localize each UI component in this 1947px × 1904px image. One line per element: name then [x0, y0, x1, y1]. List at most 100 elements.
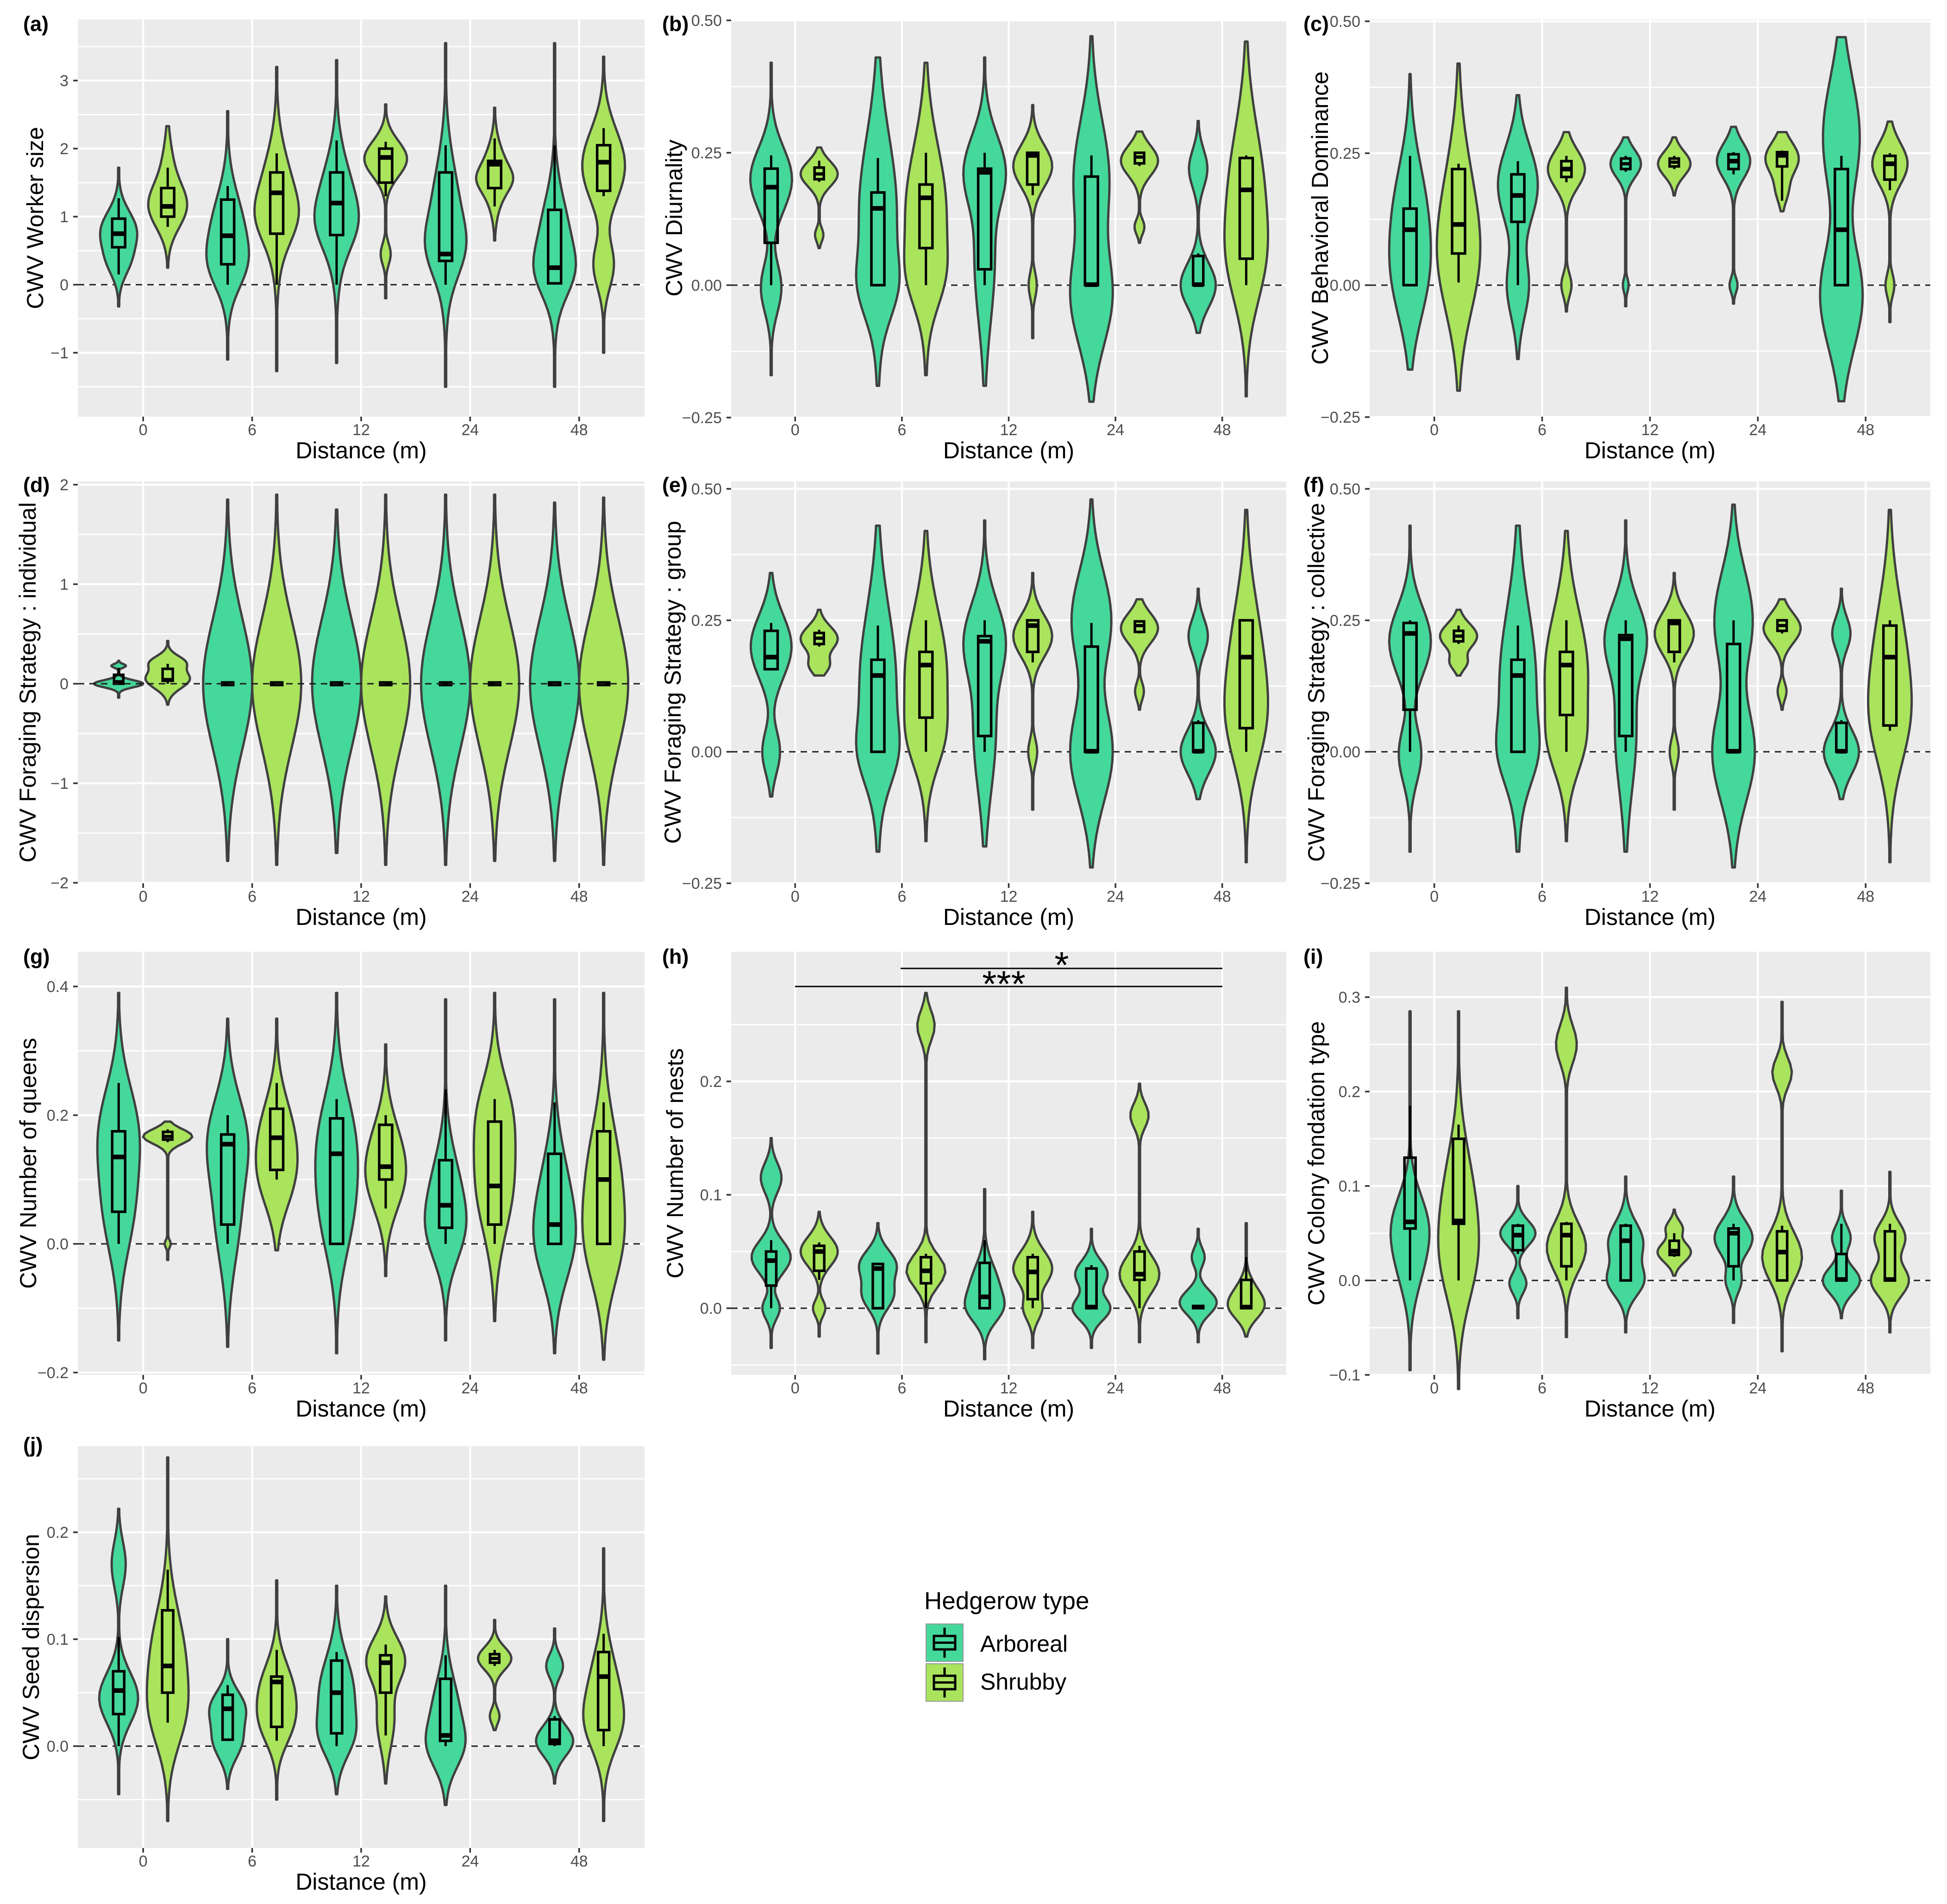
svg-text:(f): (f) [1303, 473, 1324, 497]
svg-text:1: 1 [60, 208, 69, 226]
svg-text:CWV Foraging Strategy : indivi: CWV Foraging Strategy : individual [15, 502, 41, 862]
svg-text:*: * [1054, 944, 1069, 986]
svg-text:Hedgerow type: Hedgerow type [924, 1587, 1089, 1615]
svg-text:0: 0 [60, 276, 69, 294]
svg-text:CWV Diurnality: CWV Diurnality [661, 140, 687, 297]
svg-text:Distance (m): Distance (m) [295, 904, 426, 930]
svg-text:0.2: 0.2 [47, 1524, 69, 1542]
svg-text:12: 12 [352, 1380, 370, 1397]
svg-text:12: 12 [1641, 888, 1659, 905]
svg-text:12: 12 [1641, 1380, 1659, 1397]
svg-text:−1: −1 [50, 344, 69, 362]
svg-text:6: 6 [897, 1380, 906, 1397]
svg-text:6: 6 [248, 888, 257, 905]
svg-text:Distance (m): Distance (m) [943, 437, 1074, 463]
svg-text:Distance (m): Distance (m) [1584, 437, 1715, 463]
svg-text:48: 48 [570, 888, 588, 905]
svg-text:(d): (d) [23, 473, 50, 497]
svg-text:CWV Colony fondation type: CWV Colony fondation type [1303, 1021, 1329, 1305]
svg-text:Distance (m): Distance (m) [295, 437, 426, 463]
svg-text:24: 24 [461, 1853, 479, 1870]
svg-text:CWV Number of nests: CWV Number of nests [662, 1048, 688, 1278]
svg-text:12: 12 [352, 1853, 370, 1870]
svg-text:12: 12 [1641, 421, 1659, 439]
svg-text:0.00: 0.00 [691, 743, 722, 761]
svg-text:0.1: 0.1 [47, 1631, 69, 1648]
svg-text:CWV Seed dispersion: CWV Seed dispersion [18, 1534, 44, 1760]
svg-text:6: 6 [1538, 888, 1546, 905]
svg-text:(b): (b) [662, 12, 689, 36]
svg-text:CWV Behavioral Dominance: CWV Behavioral Dominance [1307, 71, 1333, 365]
svg-text:24: 24 [1107, 421, 1124, 439]
svg-text:0.3: 0.3 [1339, 989, 1360, 1006]
svg-text:2: 2 [60, 476, 69, 494]
svg-text:24: 24 [1749, 888, 1766, 905]
svg-text:0.0: 0.0 [1339, 1272, 1360, 1290]
svg-text:0: 0 [60, 675, 69, 693]
svg-text:0: 0 [1430, 888, 1439, 905]
svg-text:−0.1: −0.1 [1329, 1367, 1360, 1384]
svg-text:Distance (m): Distance (m) [1584, 1396, 1715, 1422]
svg-text:0: 0 [1430, 1380, 1439, 1397]
svg-text:0.00: 0.00 [691, 277, 722, 294]
svg-text:0: 0 [139, 1853, 148, 1870]
svg-text:0: 0 [791, 1380, 800, 1397]
svg-text:24: 24 [461, 1380, 479, 1397]
svg-text:0.25: 0.25 [691, 144, 722, 162]
svg-text:0.25: 0.25 [691, 612, 722, 630]
svg-text:24: 24 [1107, 888, 1124, 905]
svg-text:12: 12 [352, 421, 370, 439]
svg-text:−0.25: −0.25 [682, 875, 722, 893]
svg-text:0.25: 0.25 [1330, 612, 1360, 630]
svg-text:6: 6 [248, 421, 257, 439]
svg-text:12: 12 [352, 888, 370, 905]
svg-text:48: 48 [1214, 1380, 1231, 1397]
svg-text:CWV Worker size: CWV Worker size [22, 127, 48, 309]
svg-text:48: 48 [1857, 1380, 1874, 1397]
svg-text:Distance (m): Distance (m) [943, 1396, 1074, 1422]
svg-text:(g): (g) [23, 945, 50, 968]
svg-text:0.25: 0.25 [1330, 145, 1360, 162]
svg-text:12: 12 [1000, 421, 1018, 439]
svg-text:6: 6 [897, 421, 906, 439]
svg-text:6: 6 [1538, 1380, 1546, 1397]
svg-text:CWV Foraging Strategy : group: CWV Foraging Strategy : group [660, 521, 686, 844]
svg-text:Distance (m): Distance (m) [1584, 904, 1715, 930]
svg-text:48: 48 [1857, 421, 1874, 439]
svg-text:CWV Foraging Strategy : collec: CWV Foraging Strategy : collective [1303, 503, 1329, 861]
svg-text:Distance (m): Distance (m) [943, 904, 1074, 930]
svg-text:0.0: 0.0 [47, 1738, 69, 1755]
svg-text:0.1: 0.1 [700, 1186, 722, 1204]
svg-text:6: 6 [248, 1380, 257, 1397]
svg-text:24: 24 [461, 888, 479, 905]
svg-text:−0.2: −0.2 [38, 1364, 69, 1382]
svg-text:−0.25: −0.25 [1321, 409, 1360, 426]
svg-text:(a): (a) [23, 12, 49, 36]
svg-text:−2: −2 [50, 874, 69, 892]
svg-text:0.50: 0.50 [1330, 481, 1360, 498]
svg-text:48: 48 [1214, 888, 1231, 905]
svg-text:0.2: 0.2 [700, 1073, 722, 1091]
svg-text:0.0: 0.0 [700, 1300, 722, 1317]
svg-text:0.00: 0.00 [1330, 743, 1360, 761]
svg-text:Arboreal: Arboreal [980, 1631, 1068, 1657]
svg-text:−0.25: −0.25 [682, 409, 722, 427]
svg-text:0: 0 [1430, 421, 1439, 439]
svg-text:48: 48 [570, 1380, 588, 1397]
svg-text:(h): (h) [662, 945, 689, 968]
svg-text:***: *** [982, 963, 1025, 1005]
svg-text:2: 2 [60, 140, 69, 158]
svg-text:(c): (c) [1303, 12, 1329, 36]
svg-text:(i): (i) [1303, 945, 1323, 968]
svg-text:0.4: 0.4 [47, 978, 69, 996]
svg-text:1: 1 [60, 576, 69, 593]
svg-text:12: 12 [1000, 1380, 1018, 1397]
svg-text:−1: −1 [50, 775, 69, 793]
svg-text:0.2: 0.2 [1339, 1083, 1360, 1101]
svg-text:24: 24 [1107, 1380, 1124, 1397]
svg-text:0: 0 [139, 421, 148, 439]
svg-text:0.50: 0.50 [691, 481, 722, 498]
svg-text:24: 24 [1749, 421, 1766, 439]
svg-text:0.2: 0.2 [47, 1107, 69, 1124]
svg-text:24: 24 [461, 421, 479, 439]
